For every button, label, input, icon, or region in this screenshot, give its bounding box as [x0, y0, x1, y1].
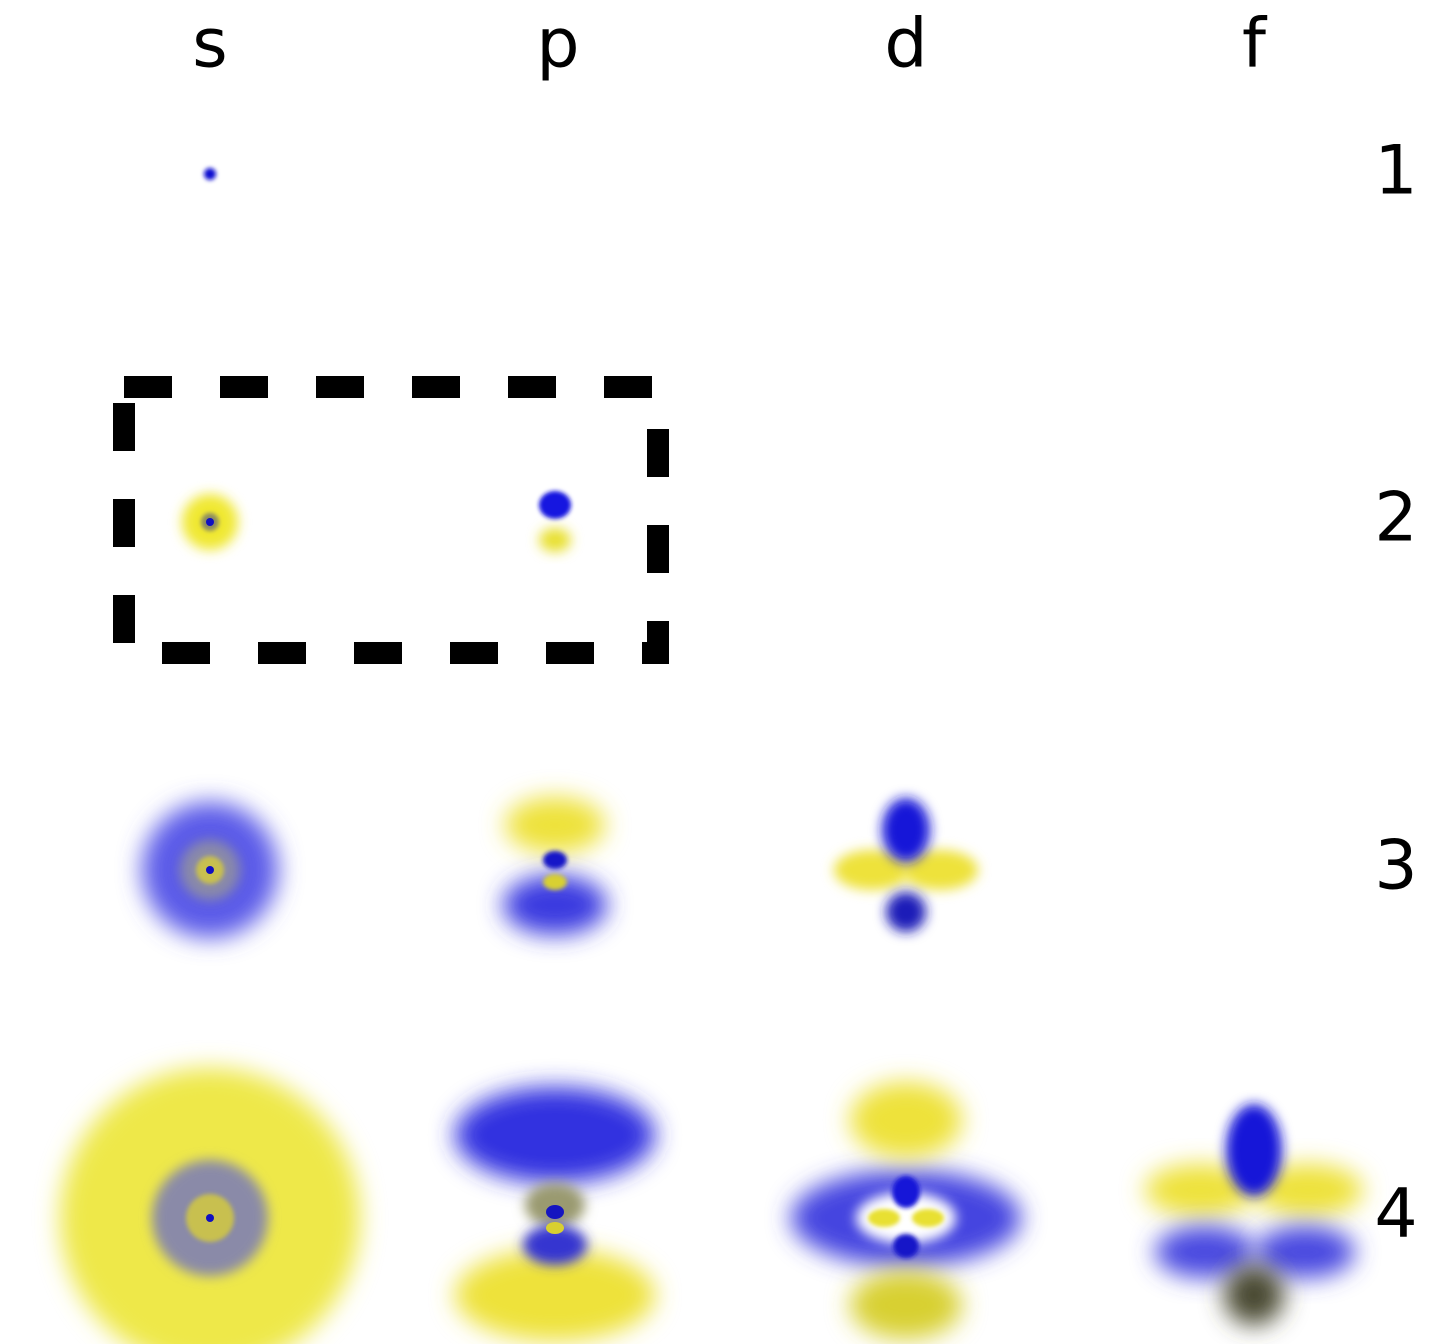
orbital-4s [60, 1068, 360, 1344]
orbital-2p [539, 491, 571, 552]
row-label: 3 [1374, 827, 1417, 906]
column-label: d [884, 5, 927, 84]
orbital-2s [182, 494, 238, 550]
row-label: 4 [1374, 1175, 1417, 1254]
column-label: f [1242, 5, 1268, 84]
column-label: p [536, 5, 579, 84]
orbital-3s [142, 802, 278, 938]
orbital-1s [204, 168, 216, 180]
page: s p d f 1 2 3 4 [0, 0, 1450, 1344]
orbital-4d [791, 1082, 1021, 1339]
column-label: s [192, 5, 227, 84]
orbital-4f [1145, 1104, 1363, 1325]
orbital-3p [503, 797, 607, 935]
orbital-3d [834, 798, 978, 932]
row-label: 2 [1374, 479, 1417, 558]
row-label: 1 [1374, 132, 1417, 211]
orbital-4p [455, 1087, 655, 1341]
orbital-diagram: s p d f 1 2 3 4 [0, 0, 1450, 1344]
